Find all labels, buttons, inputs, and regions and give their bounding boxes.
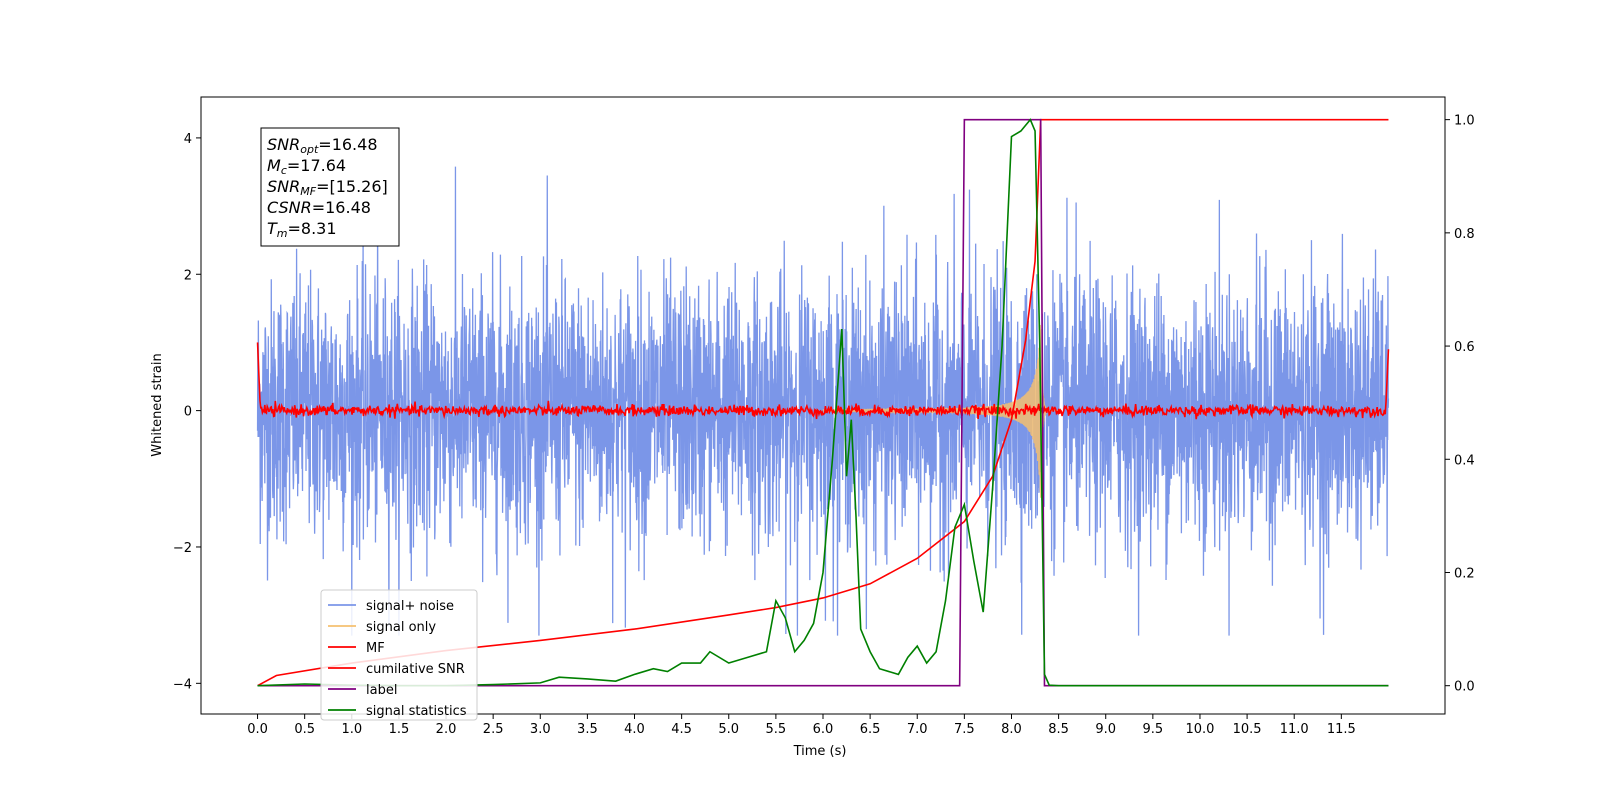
x-tick-label: 10.0 (1185, 722, 1214, 737)
x-tick-label: 4.5 (671, 722, 692, 737)
chirp-mass-text: Mc=17.64 (267, 156, 346, 177)
legend-entry-label: signal only (366, 620, 436, 635)
legend-entry-label: label (366, 683, 397, 698)
y2-tick-label: 0.0 (1454, 680, 1475, 695)
x-tick-label: 0.5 (294, 722, 315, 737)
y-axis-right: 0.0 0.2 0.4 0.6 0.8 1.0 (1445, 114, 1475, 695)
y-tick-label: 2 (184, 268, 192, 283)
y-tick-label: −4 (173, 677, 192, 692)
x-tick-label: 11.0 (1280, 722, 1309, 737)
y-axis-left: −4 −2 0 2 4 (173, 132, 201, 692)
snr-opt-text: SNRopt=16.48 (267, 135, 378, 156)
x-tick-label: 6.5 (860, 722, 881, 737)
x-tick-label: 7.5 (954, 722, 975, 737)
annotation-frame (260, 127, 400, 247)
x-tick-label: 3.5 (577, 722, 598, 737)
legend: signal+ noise signal only MF cumilative SNR… (320, 589, 478, 721)
x-tick-label: 5.0 (718, 722, 739, 737)
x-tick-label: 5.5 (766, 722, 787, 737)
y2-tick-label: 0.4 (1454, 453, 1475, 468)
snr-mf-text: SNRMF=[15.26] (267, 177, 388, 198)
x-tick-label: 2.5 (483, 722, 504, 737)
y-tick-label: 0 (184, 405, 192, 420)
x-tick-label: 8.5 (1048, 722, 1069, 737)
x-tick-label: 8.0 (1001, 722, 1022, 737)
legend-entry-label: cumilative SNR (366, 662, 465, 677)
x-tick-label: 4.0 (624, 722, 645, 737)
metrics-annotation-box: SNRopt=16.48 Mc=17.64 SNRMF=[15.26] CSNR… (260, 127, 400, 247)
x-tick-label: 2.0 (436, 722, 457, 737)
y-axis-label: Whitened strain (150, 353, 165, 456)
y2-tick-label: 0.6 (1454, 340, 1475, 355)
y2-tick-label: 1.0 (1454, 114, 1475, 129)
legend-frame (320, 589, 478, 721)
x-tick-label: 0.0 (247, 722, 268, 737)
y-tick-label: −2 (173, 541, 192, 556)
x-tick-label: 6.0 (813, 722, 834, 737)
y2-tick-label: 0.2 (1454, 566, 1475, 581)
y2-tick-label: 0.8 (1454, 227, 1475, 242)
x-tick-label: 1.0 (341, 722, 362, 737)
x-tick-label: 1.5 (389, 722, 410, 737)
legend-entry-label: signal+ noise (366, 599, 454, 614)
x-tick-label: 3.0 (530, 722, 551, 737)
csnr-text: CSNR=16.48 (267, 198, 371, 217)
x-tick-label: 10.5 (1233, 722, 1262, 737)
x-tick-label: 11.5 (1327, 722, 1356, 737)
x-axis-label: Time (s) (793, 744, 847, 759)
legend-entry-label: signal statistics (366, 704, 467, 719)
series-mf (256, 342, 1390, 420)
legend-entry-label: MF (366, 641, 385, 656)
series-signal-statistics (257, 118, 1389, 687)
x-tick-label: 7.0 (907, 722, 928, 737)
x-tick-label: 9.5 (1143, 722, 1164, 737)
x-axis: 0.0 0.5 1.0 1.5 2.0 2.5 3.0 3.5 4.0 4.5 5.0 5.5 6.0 6… (247, 714, 1356, 737)
y-tick-label: 4 (184, 132, 192, 147)
merger-time-text: Tm=8.31 (267, 219, 337, 240)
x-tick-label: 9.0 (1095, 722, 1116, 737)
